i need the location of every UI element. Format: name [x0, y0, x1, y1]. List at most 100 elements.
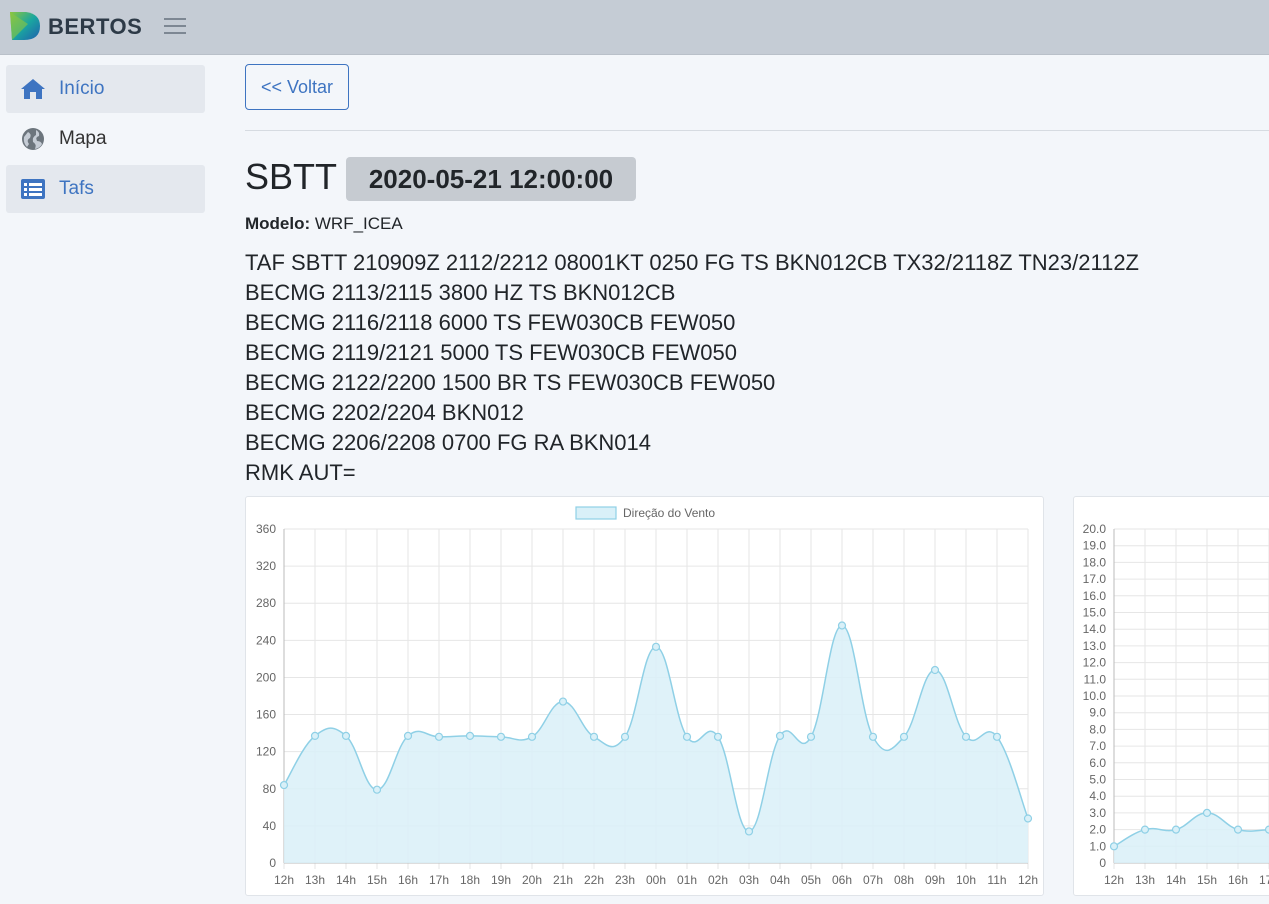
top-navbar: BERTOS — [0, 0, 1269, 55]
data-point — [775, 731, 785, 740]
y-tick-label: 1.0 — [1089, 839, 1106, 853]
x-tick-label: 02h — [708, 873, 728, 887]
data-point — [1023, 814, 1033, 823]
data-point — [403, 731, 413, 740]
data-point — [620, 732, 630, 741]
data-point — [899, 732, 909, 741]
data-point — [930, 665, 940, 675]
bertos-logo-icon — [10, 12, 40, 40]
y-tick-label: 320 — [256, 559, 276, 573]
x-tick-label: 14h — [336, 873, 356, 887]
sidebar-item-mapa[interactable]: Mapa — [6, 115, 205, 163]
menu-toggle-icon[interactable] — [164, 18, 186, 36]
divider — [245, 130, 1269, 131]
y-tick-label: 20.0 — [1083, 522, 1107, 536]
y-tick-label: 17.0 — [1083, 572, 1107, 586]
data-point — [279, 780, 289, 790]
data-point — [1264, 825, 1269, 834]
data-point — [1202, 808, 1212, 817]
y-tick-label: 200 — [256, 670, 276, 684]
data-point — [837, 621, 847, 630]
x-tick-label: 05h — [801, 873, 821, 887]
data-point — [744, 827, 754, 836]
x-tick-label: 19h — [491, 873, 511, 887]
x-tick-label: 15h — [367, 873, 387, 887]
legend-label: Direção do Vento — [623, 506, 715, 520]
data-point — [1171, 825, 1181, 834]
model-value: WRF_ICEA — [314, 214, 403, 233]
x-tick-label: 14h — [1166, 873, 1186, 887]
sidebar-item-label: Início — [59, 78, 105, 99]
y-tick-label: 7.0 — [1089, 739, 1106, 753]
home-icon — [21, 79, 45, 99]
y-tick-label: 2.0 — [1089, 823, 1106, 837]
wind-direction-chart-card: 0 40 80 120 160 200 240 280 320 360 12h 13h 14h 15h 16… — [245, 496, 1044, 896]
x-tick-label: 01h — [677, 873, 697, 887]
x-tick-label: 12h — [1018, 873, 1038, 887]
x-tick-label: 16h — [1228, 873, 1248, 887]
y-tick-label: 120 — [256, 745, 276, 759]
series-area — [1114, 812, 1269, 863]
x-tick-label: 15h — [1197, 873, 1217, 887]
y-tick-label: 19.0 — [1083, 539, 1107, 553]
data-point — [961, 732, 971, 741]
list-icon — [21, 179, 45, 199]
data-point — [558, 697, 568, 706]
sidebar-item-label: Mapa — [59, 128, 107, 149]
x-tick-label: 09h — [925, 873, 945, 887]
data-point — [1109, 842, 1119, 851]
datetime-badge: 2020-05-21 12:00:00 — [346, 157, 636, 201]
y-tick-label: 18.0 — [1083, 555, 1107, 569]
data-point — [1140, 825, 1150, 834]
data-point — [372, 785, 382, 794]
x-tick-label: 17h — [429, 873, 449, 887]
second-chart-card: 0 1.0 2.0 3.0 4.0 5.0 6.0 7.0 8.0 9.0 10.0 11.0 12.0… — [1073, 496, 1269, 896]
data-point — [527, 732, 537, 741]
y-tick-label: 160 — [256, 708, 276, 722]
brand-name: BERTOS — [48, 14, 143, 39]
y-tick-label: 14.0 — [1083, 622, 1107, 636]
data-point — [868, 732, 878, 741]
x-tick-label: 08h — [894, 873, 914, 887]
x-tick-label: 00h — [646, 873, 666, 887]
sidebar: Início Mapa Tafs — [0, 55, 214, 904]
y-tick-label: 80 — [263, 782, 277, 796]
data-point — [682, 732, 692, 741]
y-tick-label: 16.0 — [1083, 589, 1107, 603]
data-point — [589, 732, 599, 741]
back-button[interactable]: << Voltar — [245, 64, 349, 110]
data-point — [465, 731, 475, 740]
y-tick-label: 4.0 — [1089, 789, 1106, 803]
x-tick-label: 12h — [274, 873, 294, 887]
y-tick-label: 15.0 — [1083, 606, 1107, 620]
y-tick-label: 0 — [269, 856, 276, 870]
taf-line: BECMG 2206/2208 0700 FG RA BKN014 — [245, 430, 652, 455]
y-tick-label: 8.0 — [1089, 722, 1106, 736]
taf-line: TAF SBTT 210909Z 2112/2212 08001KT 0250 … — [245, 250, 1139, 275]
model-label: Modelo: — [245, 214, 311, 233]
page-title: SBTT — [245, 156, 338, 197]
data-point — [310, 731, 320, 740]
model-info: Modelo: WRF_ICEA — [245, 214, 403, 234]
sidebar-item-label: Tafs — [59, 178, 94, 199]
data-point — [651, 642, 661, 651]
y-tick-label: 360 — [256, 522, 276, 536]
data-point — [434, 732, 444, 741]
taf-line: BECMG 2202/2204 BKN012 — [245, 400, 524, 425]
data-point — [806, 732, 816, 741]
y-tick-label: 240 — [256, 633, 276, 647]
taf-line: RMK AUT= — [245, 460, 356, 485]
x-tick-label: 21h — [553, 873, 573, 887]
x-tick-label: 07h — [863, 873, 883, 887]
x-tick-label: 13h — [305, 873, 325, 887]
x-tick-label: 03h — [739, 873, 759, 887]
data-point — [992, 732, 1002, 741]
x-tick-label: 12h — [1104, 873, 1124, 887]
y-tick-label: 11.0 — [1084, 672, 1107, 686]
sidebar-item-inicio[interactable]: Início — [6, 65, 205, 113]
x-tick-label: 17h — [1259, 873, 1269, 887]
taf-line: BECMG 2113/2115 3800 HZ TS BKN012CB — [245, 280, 676, 305]
y-tick-label: 280 — [256, 596, 276, 610]
sidebar-item-tafs[interactable]: Tafs — [6, 165, 205, 213]
x-tick-label: 06h — [832, 873, 852, 887]
